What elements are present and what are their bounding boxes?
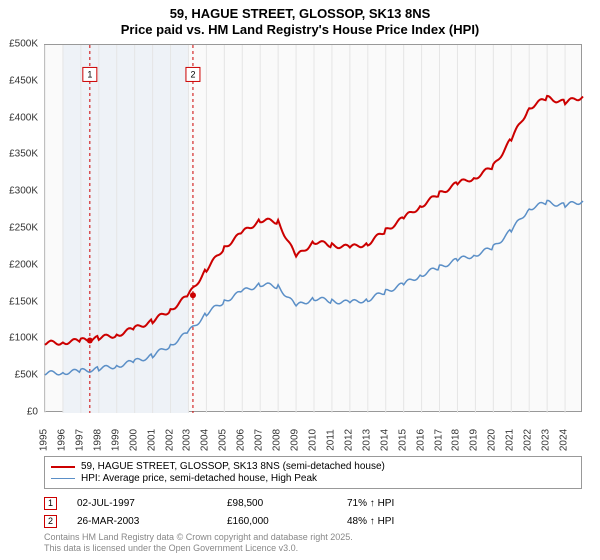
legend-item: HPI: Average price, semi-detached house,… <box>51 473 575 484</box>
y-tick-label: £100K <box>9 333 38 344</box>
x-tick-label: 2022 <box>523 429 534 451</box>
x-tick-label: 2013 <box>361 429 372 451</box>
y-tick-label: £50K <box>15 370 38 381</box>
x-tick-label: 2010 <box>308 429 319 451</box>
x-tick-label: 2007 <box>254 429 265 451</box>
marker-date: 26-MAR-2003 <box>77 516 227 527</box>
y-tick-label: £450K <box>9 75 38 86</box>
x-tick-label: 1998 <box>92 429 103 451</box>
legend-swatch <box>51 478 75 479</box>
marker-row: 2 26-MAR-2003 £160,000 48% ↑ HPI <box>44 512 582 530</box>
x-tick-label: 1996 <box>56 429 67 451</box>
x-tick-label: 1999 <box>110 429 121 451</box>
marker-pct: 48% ↑ HPI <box>347 516 467 527</box>
x-tick-label: 2004 <box>200 429 211 451</box>
marker-date: 02-JUL-1997 <box>77 498 227 509</box>
x-tick-label: 2023 <box>541 429 552 451</box>
marker-row: 1 02-JUL-1997 £98,500 71% ↑ HPI <box>44 494 582 512</box>
x-tick-label: 2001 <box>146 429 157 451</box>
x-tick-label: 2016 <box>415 429 426 451</box>
x-tick-label: 2014 <box>379 429 390 451</box>
title-line-1: 59, HAGUE STREET, GLOSSOP, SK13 8NS <box>0 6 600 22</box>
x-tick-label: 2015 <box>397 429 408 451</box>
marker-badge: 2 <box>44 515 57 528</box>
x-tick-label: 1997 <box>74 429 85 451</box>
y-tick-label: £400K <box>9 112 38 123</box>
marker-price: £98,500 <box>227 498 347 509</box>
x-tick-label: 2003 <box>182 429 193 451</box>
marker-badge: 1 <box>44 497 57 510</box>
y-tick-label: £250K <box>9 223 38 234</box>
x-tick-label: 2019 <box>469 429 480 451</box>
y-tick-label: £150K <box>9 296 38 307</box>
legend-item: 59, HAGUE STREET, GLOSSOP, SK13 8NS (sem… <box>51 461 575 472</box>
x-tick-label: 2009 <box>290 429 301 451</box>
y-tick-label: £200K <box>9 259 38 270</box>
x-tick-label: 2012 <box>343 429 354 451</box>
x-axis-ticks: 1995199619971998199920002001200220032004… <box>44 414 582 458</box>
marker-pct: 71% ↑ HPI <box>347 498 467 509</box>
y-tick-label: £350K <box>9 149 38 160</box>
x-tick-label: 2020 <box>487 429 498 451</box>
y-tick-label: £300K <box>9 186 38 197</box>
x-tick-label: 1995 <box>39 429 50 451</box>
chart-plot-area: 12 <box>44 44 582 412</box>
x-tick-label: 2021 <box>505 429 516 451</box>
marker-price: £160,000 <box>227 516 347 527</box>
x-tick-label: 2017 <box>433 429 444 451</box>
legend: 59, HAGUE STREET, GLOSSOP, SK13 8NS (sem… <box>44 456 582 489</box>
x-tick-label: 2002 <box>164 429 175 451</box>
footer-line-2: This data is licensed under the Open Gov… <box>44 543 353 554</box>
x-tick-label: 2000 <box>128 429 139 451</box>
x-tick-label: 2008 <box>272 429 283 451</box>
title-line-2: Price paid vs. HM Land Registry's House … <box>0 22 600 38</box>
x-tick-label: 2024 <box>559 429 570 451</box>
chart-title: 59, HAGUE STREET, GLOSSOP, SK13 8NS Pric… <box>0 0 600 39</box>
y-tick-label: £0 <box>27 407 38 418</box>
x-tick-label: 2006 <box>236 429 247 451</box>
legend-swatch <box>51 466 75 468</box>
footer-note: Contains HM Land Registry data © Crown c… <box>44 532 353 554</box>
legend-label: 59, HAGUE STREET, GLOSSOP, SK13 8NS (sem… <box>81 461 385 472</box>
marker-table: 1 02-JUL-1997 £98,500 71% ↑ HPI 2 26-MAR… <box>44 494 582 530</box>
y-tick-label: £500K <box>9 39 38 50</box>
chart-svg: 12 <box>45 45 583 413</box>
svg-text:2: 2 <box>190 69 195 79</box>
y-axis-ticks: £0£50K£100K£150K£200K£250K£300K£350K£400… <box>0 44 42 412</box>
footer-line-1: Contains HM Land Registry data © Crown c… <box>44 532 353 543</box>
x-tick-label: 2011 <box>325 429 336 451</box>
x-tick-label: 2005 <box>218 429 229 451</box>
x-tick-label: 2018 <box>451 429 462 451</box>
svg-text:1: 1 <box>87 69 92 79</box>
legend-label: HPI: Average price, semi-detached house,… <box>81 473 317 484</box>
